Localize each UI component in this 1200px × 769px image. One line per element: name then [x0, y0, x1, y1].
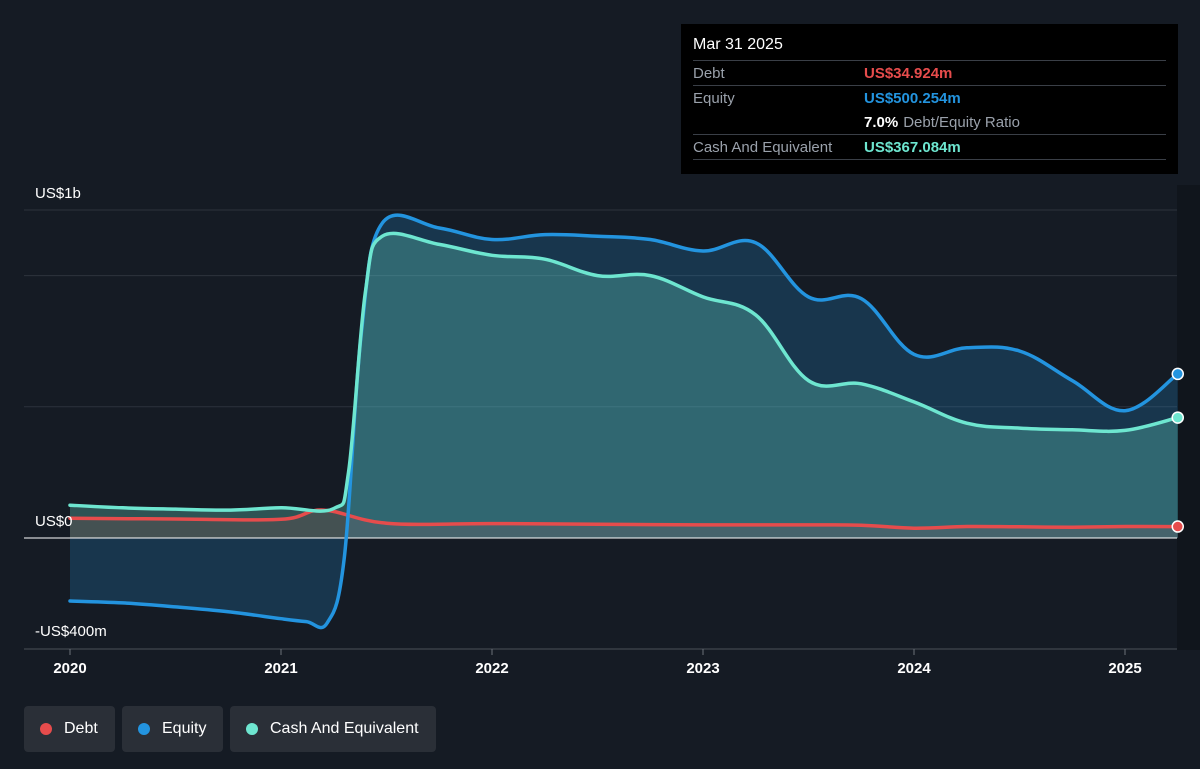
- y-axis-labels: US$1b US$0 -US$400m: [35, 185, 107, 640]
- y-tick-label: US$1b: [35, 185, 81, 202]
- tooltip-panel: Mar 31 2025 Debt US$34.924m Equity US$50…: [681, 24, 1178, 174]
- tooltip-debt-label: Debt: [693, 64, 725, 82]
- future-shade: [1177, 185, 1200, 650]
- tooltip-cash-value: US$367.084m: [864, 138, 961, 156]
- cash-and-equivalent-line: [68, 231, 1180, 513]
- tooltip-debt-row: Debt US$34.924m: [693, 60, 1166, 85]
- equity-end-marker: [1171, 367, 1184, 381]
- y-tick-label: US$0: [35, 513, 73, 530]
- legend: Debt Equity Cash And Equivalent: [24, 706, 436, 752]
- legend-label: Debt: [64, 720, 98, 737]
- equity-line: [68, 213, 1180, 630]
- x-tick-label: 2023: [686, 660, 719, 677]
- legend-label: Equity: [162, 720, 207, 737]
- debt-dot-icon: [40, 723, 52, 735]
- cash-and-equivalent-area: [70, 233, 1178, 538]
- x-tick-label: 2025: [1108, 660, 1141, 677]
- equity-dot-icon: [138, 723, 150, 735]
- debt-end-marker: [1171, 520, 1184, 533]
- equity-area: [70, 215, 1178, 628]
- series-lines: [68, 213, 1180, 630]
- x-axis: 2020 2021 2022 2023 2024 2025: [24, 648, 1177, 677]
- legend-item-cash[interactable]: Cash And Equivalent: [230, 706, 436, 752]
- tooltip-equity-label: Equity: [693, 89, 735, 107]
- tooltip-ratio-value: 7.0%: [864, 113, 899, 131]
- debt-line: [68, 508, 1180, 530]
- x-tick-label: 2022: [475, 660, 508, 677]
- tooltip-date: Mar 31 2025: [693, 36, 783, 53]
- end-markers: [1171, 367, 1184, 533]
- cash-and-equivalent-end-marker: [1171, 411, 1184, 424]
- tooltip-ratio-label: Debt/Equity Ratio: [903, 113, 1020, 131]
- tooltip-equity-row: Equity US$500.254m: [693, 85, 1166, 110]
- tooltip-debt-value: US$34.924m: [864, 64, 953, 82]
- y-tick-label: -US$400m: [35, 623, 107, 640]
- x-tick-label: 2021: [264, 660, 297, 677]
- x-tick-label: 2024: [897, 660, 931, 677]
- tooltip-cash-row: Cash And Equivalent US$367.084m: [693, 134, 1166, 160]
- tooltip-ratio-row: 7.0% Debt/Equity Ratio: [693, 110, 1166, 134]
- legend-item-debt[interactable]: Debt: [24, 706, 115, 752]
- x-tick-label: 2020: [53, 660, 86, 677]
- tooltip-equity-value: US$500.254m: [864, 89, 961, 107]
- tooltip-cash-label: Cash And Equivalent: [693, 138, 833, 156]
- legend-label: Cash And Equivalent: [270, 720, 419, 737]
- legend-item-equity[interactable]: Equity: [122, 706, 223, 752]
- cash-dot-icon: [246, 723, 258, 735]
